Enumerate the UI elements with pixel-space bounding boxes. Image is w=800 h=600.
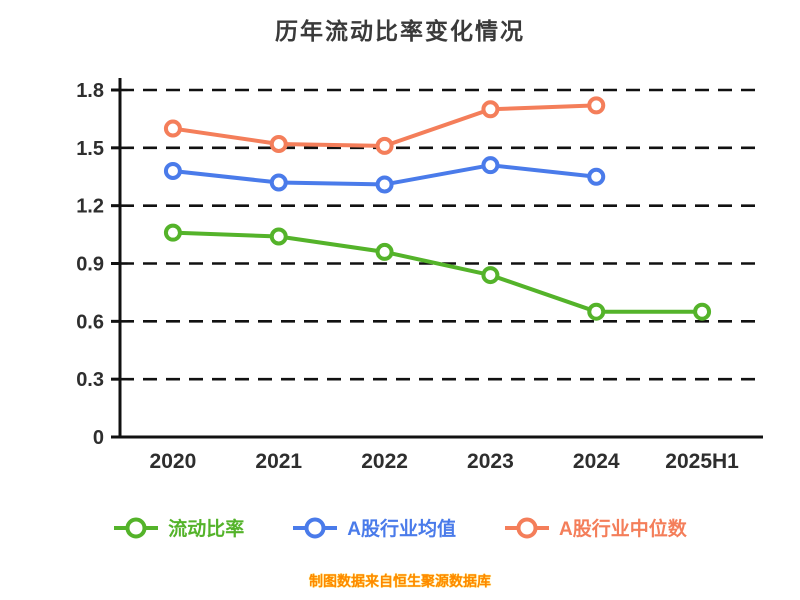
chart-legend: 流动比率 A股行业均值 A股行业中位数 bbox=[0, 514, 800, 541]
y-tick-label: 1.5 bbox=[76, 138, 104, 160]
series-marker-0 bbox=[587, 302, 606, 321]
y-tick-label: 0.3 bbox=[76, 369, 104, 391]
series-line-0 bbox=[170, 230, 705, 314]
x-tick-label: 2024 bbox=[573, 450, 620, 473]
x-tick-label: 2021 bbox=[255, 450, 302, 473]
x-tick-label: 2020 bbox=[150, 450, 197, 473]
legend-item-current-ratio: 流动比率 bbox=[113, 514, 244, 541]
series-marker-0 bbox=[269, 227, 288, 246]
legend-label-industry-average: A股行业均值 bbox=[347, 519, 456, 540]
series-marker-2 bbox=[163, 119, 182, 138]
x-tick-label: 2022 bbox=[361, 450, 408, 473]
y-tick-label: 1.8 bbox=[76, 80, 104, 102]
legend-marker-current-ratio bbox=[114, 517, 159, 538]
legend-item-industry-median: A股行业中位数 bbox=[504, 514, 687, 541]
y-tick-label: 0 bbox=[93, 427, 104, 449]
series-marker-2 bbox=[269, 134, 288, 153]
series-marker-0 bbox=[163, 223, 182, 242]
data-source-note: 制图数据来自恒生聚源数据库 bbox=[309, 573, 491, 589]
series-marker-0 bbox=[481, 266, 500, 285]
legend-label-industry-median: A股行业中位数 bbox=[559, 519, 687, 540]
series-marker-2 bbox=[375, 136, 394, 155]
series-marker-1 bbox=[481, 156, 500, 175]
x-tick-label: 2023 bbox=[467, 450, 514, 473]
series-marker-0 bbox=[375, 242, 394, 261]
y-tick-label: 1.2 bbox=[76, 196, 104, 218]
series-marker-2 bbox=[481, 100, 500, 119]
series-marker-2 bbox=[587, 96, 606, 115]
y-tick-label: 0.6 bbox=[76, 311, 104, 333]
legend-marker-industry-median bbox=[505, 517, 549, 538]
legend-item-industry-average: A股行业均值 bbox=[292, 514, 456, 541]
series-marker-1 bbox=[163, 161, 182, 180]
series-marker-1 bbox=[375, 175, 394, 194]
legend-marker-industry-average bbox=[293, 517, 338, 538]
series-marker-1 bbox=[269, 173, 288, 192]
chart-title: 历年流动比率变化情况 bbox=[275, 18, 525, 44]
x-tick-label: 2025H1 bbox=[665, 450, 739, 473]
legend-label-current-ratio: 流动比率 bbox=[168, 519, 245, 540]
series-marker-1 bbox=[587, 167, 606, 186]
series-marker-0 bbox=[693, 302, 712, 321]
y-tick-label: 0.9 bbox=[76, 254, 104, 276]
